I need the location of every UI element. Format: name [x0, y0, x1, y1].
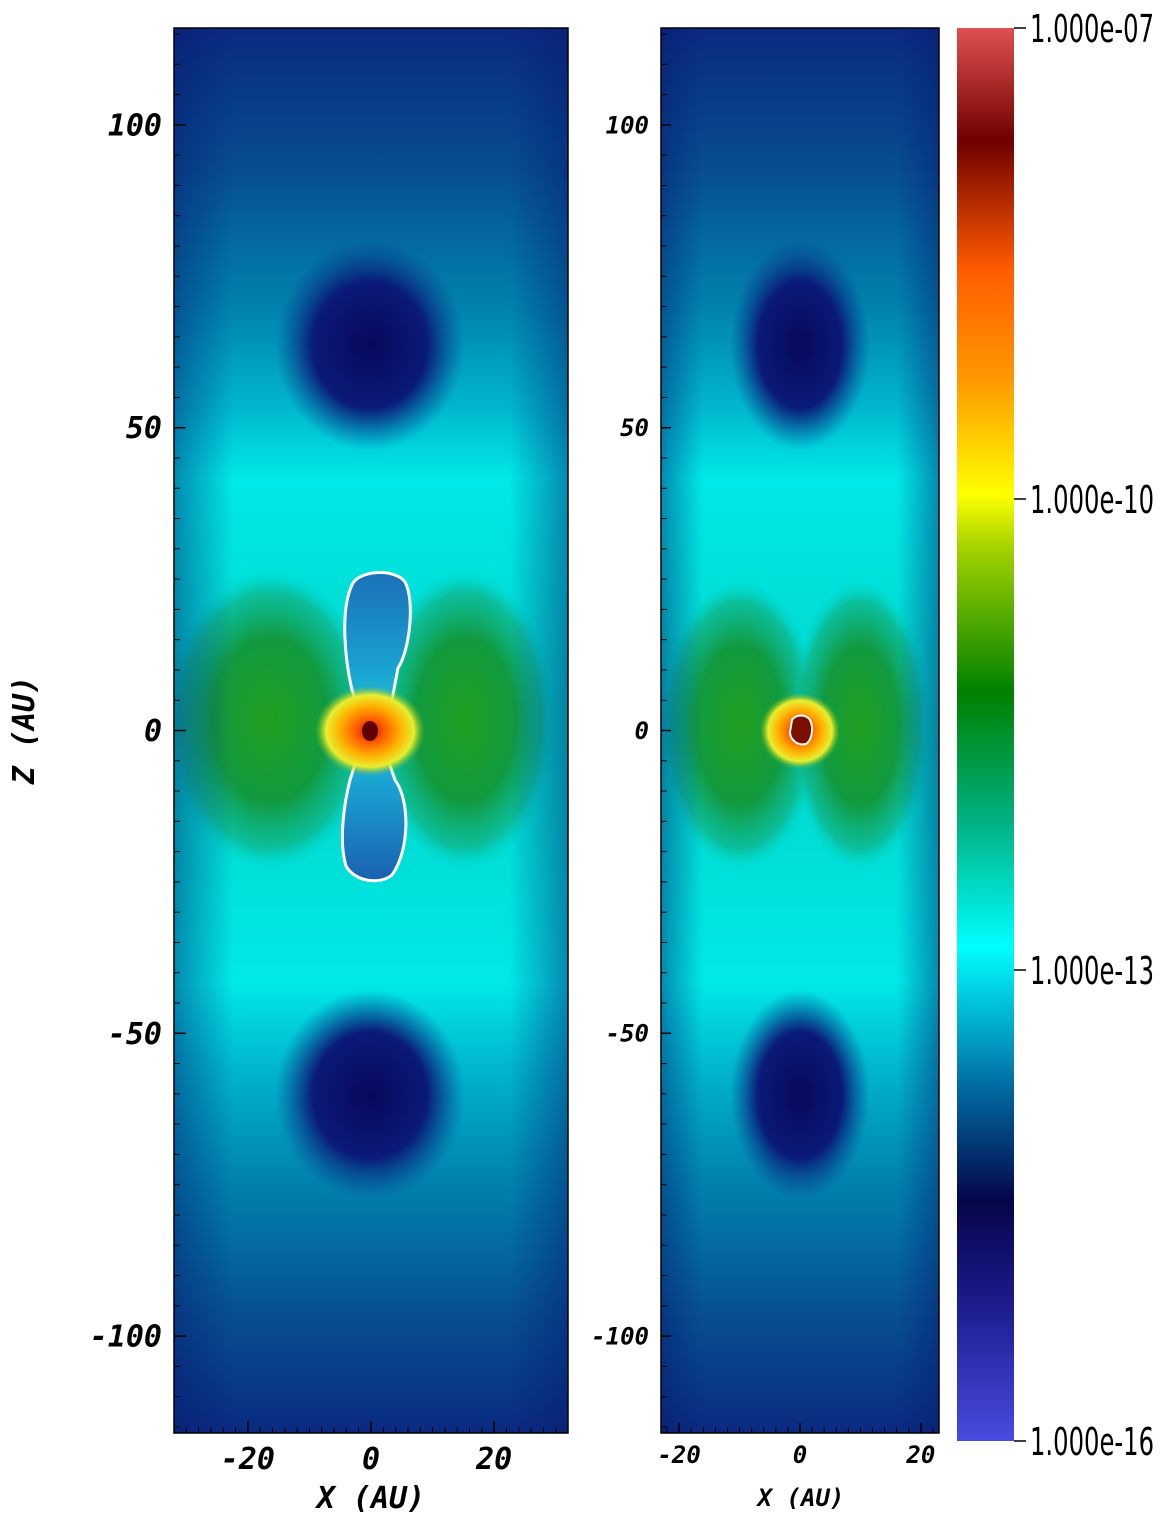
y-tick-label-left: 0 — [144, 714, 162, 749]
colorbar-gradient — [957, 28, 1014, 1441]
left-y-axis-label: Z (AU) — [7, 676, 42, 785]
y-tick-label-left: 100 — [108, 108, 162, 143]
y-tick-label-left: -100 — [90, 1320, 162, 1355]
right-axes: 100 50 0 -50 -100 -20 0 20 — [591, 33, 935, 1469]
left-heatmap-image — [174, 28, 568, 1433]
y-tick-label-left: -50 — [108, 1017, 162, 1052]
y-tick-label-right: -50 — [606, 1020, 649, 1048]
x-tick-label-right: -20 — [657, 1441, 700, 1469]
left-x-axis-label: X (AU) — [314, 1481, 425, 1516]
right-heatmap-image — [661, 28, 939, 1433]
x-tick-label-right: 20 — [905, 1441, 935, 1469]
colorbar-tick-label: 1.000e-07 — [1030, 7, 1154, 51]
y-tick-label-right: 100 — [606, 111, 649, 139]
y-tick-label-left: 50 — [126, 411, 162, 446]
x-tick-label-left: -20 — [221, 1442, 275, 1477]
right-panel: 100 50 0 -50 -100 -20 0 20 X (AU) — [591, 27, 940, 1512]
left-panel: 100 50 0 -50 -100 -20 0 20 X (AU) Z (AU) — [7, 27, 569, 1516]
y-tick-label-right: -100 — [591, 1323, 649, 1351]
colorbar-tick-label: 1.000e-13 — [1030, 949, 1154, 993]
left-axes: 100 50 0 -50 -100 -20 0 20 — [90, 33, 569, 1477]
x-tick-label-left: 20 — [475, 1442, 512, 1477]
colorbar: 1.000e-07 1.000e-10 1.000e-13 1.000e-16 — [957, 7, 1154, 1464]
y-tick-label-right: 0 — [635, 717, 649, 745]
y-tick-label-right: 50 — [620, 414, 649, 442]
x-tick-label-right: 0 — [793, 1441, 807, 1469]
colorbar-tick-label: 1.000e-16 — [1030, 1420, 1154, 1464]
colorbar-ticks: 1.000e-07 1.000e-10 1.000e-13 1.000e-16 — [1014, 7, 1154, 1464]
x-tick-label-left: 0 — [362, 1442, 380, 1477]
colorbar-tick-label: 1.000e-10 — [1030, 478, 1154, 522]
right-x-axis-label: X (AU) — [756, 1484, 845, 1512]
